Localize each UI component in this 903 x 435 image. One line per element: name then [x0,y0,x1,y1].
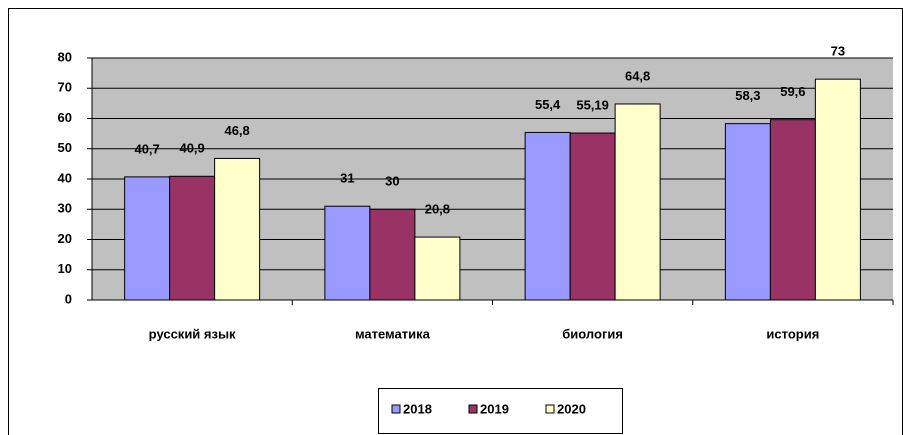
legend-label: 2020 [557,401,586,416]
y-tick-label: 60 [58,110,72,125]
y-tick-label: 10 [58,261,72,276]
bar [169,175,216,301]
bar [414,236,461,301]
bar [769,119,816,301]
data-label: 20,8 [425,202,450,217]
data-label: 59,6 [780,84,805,99]
legend-swatch [545,404,555,414]
data-label: 64,8 [625,68,650,83]
y-tick-label: 50 [58,140,72,155]
bar [814,78,861,301]
legend-swatch [468,404,478,414]
bar [724,123,771,301]
y-tick-label: 70 [58,80,72,95]
legend-label: 2018 [403,401,432,416]
y-tick-label: 20 [58,231,72,246]
x-tick-label: биология [562,326,623,341]
x-tick-label: история [766,326,819,341]
data-label: 40,7 [134,141,159,156]
y-tick-label: 30 [58,201,72,216]
data-label: 58,3 [735,88,760,103]
bar [324,205,371,301]
data-label: 73 [831,44,845,59]
x-tick-label: русский язык [149,326,236,341]
bar [124,176,171,301]
bar [369,208,416,301]
data-label: 40,9 [179,141,204,156]
y-tick-label: 0 [65,291,72,306]
bar [214,157,261,301]
bar [614,103,661,301]
data-label: 30 [385,174,399,189]
x-tick-label: математика [355,326,431,341]
bar [569,132,616,301]
legend-label: 2019 [480,401,509,416]
data-label: 55,4 [535,97,561,112]
bar [524,131,571,301]
y-tick-label: 80 [58,49,72,64]
data-label: 31 [340,171,354,186]
data-label: 55,19 [576,97,609,112]
data-label: 46,8 [224,123,249,138]
y-tick-label: 40 [58,170,72,185]
legend-box [378,388,623,434]
legend-swatch [391,404,401,414]
